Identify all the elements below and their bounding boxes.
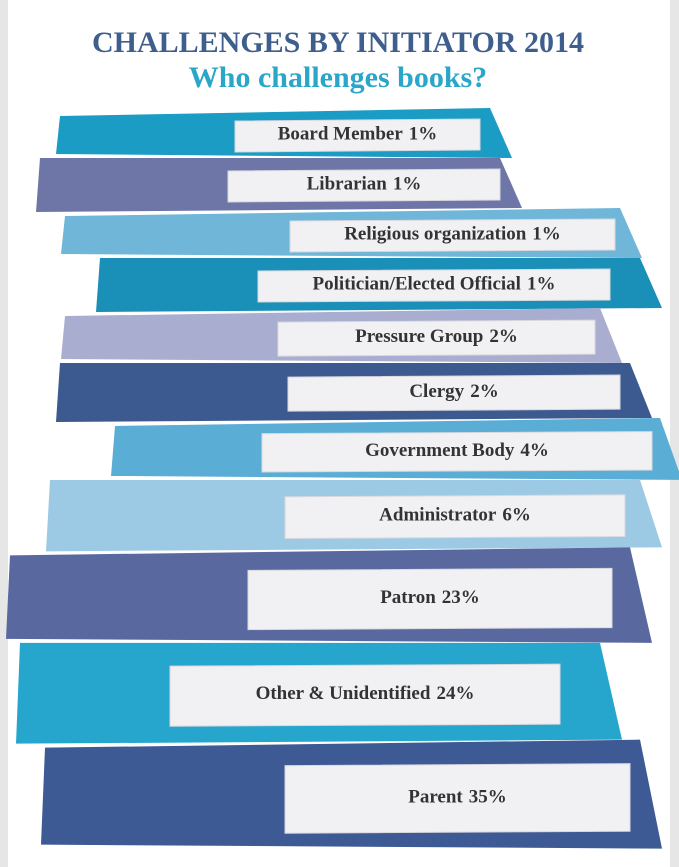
book-spine [284,763,631,834]
book-label: Administrator 6% [379,505,531,526]
book-label: Government Body 4% [365,440,549,461]
book-spine [277,319,596,357]
value-label: 1% [532,224,561,245]
book-spine [287,374,621,412]
value-label: 4% [520,440,549,461]
value-label: 2% [470,381,499,402]
book-spine [289,218,616,253]
chart-title: CHALLENGES BY INITIATOR 2014 [92,26,584,59]
book-label: Politician/Elected Official 1% [313,274,556,295]
book-label: Clergy 2% [409,381,498,402]
book-spine [257,268,611,303]
book-label: Board Member 1% [278,124,438,145]
category-label: Board Member [278,124,404,145]
category-label: Politician/Elected Official [313,274,521,295]
category-label: Administrator [379,505,497,526]
value-label: 2% [489,326,518,347]
book-label: Patron 23% [380,587,480,608]
category-label: Government Body [365,440,515,461]
book-spine [234,118,481,153]
value-label: 1% [393,174,422,195]
book-label: Other & Unidentified 24% [256,684,475,705]
category-label: Parent [408,787,463,808]
category-label: Clergy [409,381,464,402]
value-label: 35% [469,787,507,808]
value-label: 24% [436,684,474,705]
chart-subtitle: Who challenges books? [189,61,487,94]
book-spine [261,431,653,473]
category-label: Patron [380,587,436,608]
book-label: Religious organization 1% [344,224,561,245]
book-spine [247,567,613,631]
value-label: 6% [502,505,531,526]
book-spine [169,663,561,727]
category-label: Religious organization [344,224,527,245]
book-label: Parent 35% [408,787,507,808]
category-label: Other & Unidentified [256,684,431,705]
category-label: Pressure Group [355,326,483,347]
book-spine [227,168,501,203]
book-label: Pressure Group 2% [355,326,518,347]
value-label: 1% [527,274,556,295]
category-label: Librarian [307,174,388,195]
value-label: 23% [442,587,480,608]
value-label: 1% [409,124,438,145]
book-spine [284,494,626,540]
book-label: Librarian 1% [307,174,422,195]
